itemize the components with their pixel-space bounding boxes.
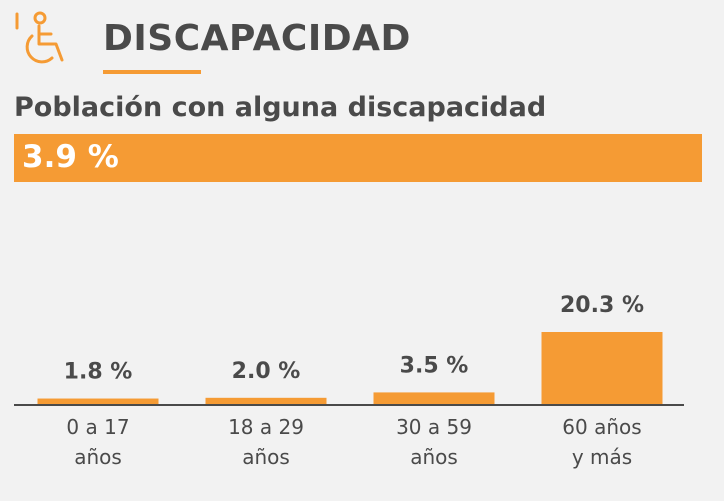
category-label-3-1: y más: [572, 445, 632, 469]
category-label-3-0: 60 años: [562, 415, 641, 439]
bar-3: [541, 332, 663, 405]
bar-2: [373, 392, 495, 405]
data-label-3: 20.3 %: [560, 293, 644, 318]
category-label-1-0: 18 a 29: [228, 415, 304, 439]
summary-rate-bar: 3.9 %: [14, 134, 702, 182]
summary-rate-value: 3.9 %: [22, 139, 119, 175]
page-title: DISCAPACIDAD: [103, 18, 411, 59]
bar-1: [205, 397, 327, 405]
data-label-0: 1.8 %: [64, 360, 133, 385]
data-label-2: 3.5 %: [400, 353, 469, 378]
bar-0: [37, 398, 159, 405]
age-group-bar-chart: 1.8 % 0 a 17 años 2.0 % 18 a 29 años 3.5 % 30 a…: [14, 293, 684, 469]
category-label-2-0: 30 a 59: [396, 415, 472, 439]
category-label-1-1: años: [242, 445, 290, 469]
data-label-1: 2.0 %: [232, 359, 301, 384]
category-label-0-0: 0 a 17: [66, 415, 129, 439]
summary-label: Población con alguna discapacidad: [14, 92, 547, 123]
wheelchair-icon: [15, 11, 64, 64]
category-label-0-1: años: [74, 445, 122, 469]
title-underline: [103, 70, 201, 74]
category-label-2-1: años: [410, 445, 458, 469]
